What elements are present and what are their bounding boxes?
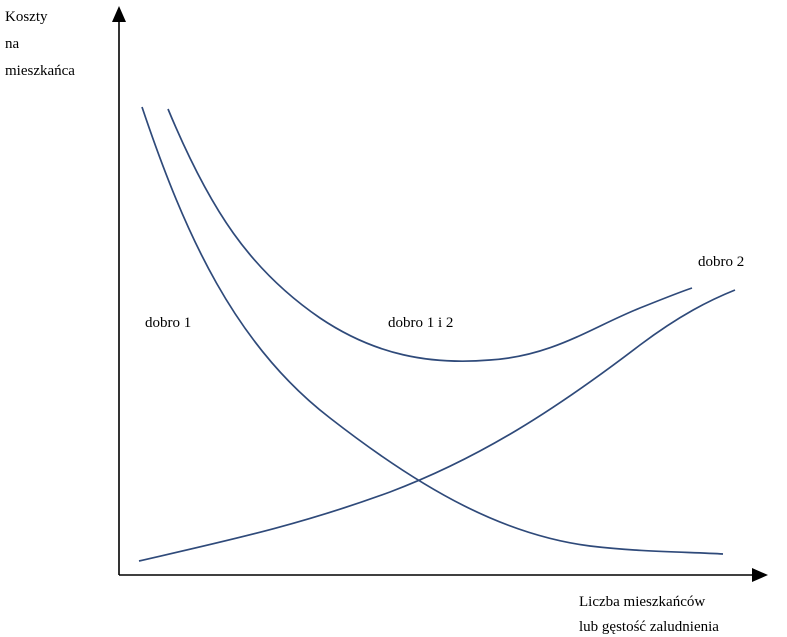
curve-dobro-1-i-2 (167, 108, 693, 363)
x-axis-label-line-1: Liczba mieszkańców (579, 594, 705, 610)
y-axis-label-line-3: mieszkańca (5, 63, 75, 79)
label-dobro-2: dobro 2 (698, 254, 744, 270)
curve-dobro-2 (138, 289, 736, 562)
y-axis-label-line-2: na (5, 36, 20, 52)
label-dobro-1: dobro 1 (145, 315, 191, 331)
x-axis-label-line-2: lub gęstość zaludnienia (579, 619, 719, 635)
y-axis-label-line-1: Koszty (5, 9, 48, 25)
y-axis-arrowhead (112, 6, 126, 22)
curve-dobro-1 (141, 106, 724, 555)
label-dobro-1-i-2: dobro 1 i 2 (388, 315, 453, 331)
x-axis-arrowhead (752, 568, 768, 582)
